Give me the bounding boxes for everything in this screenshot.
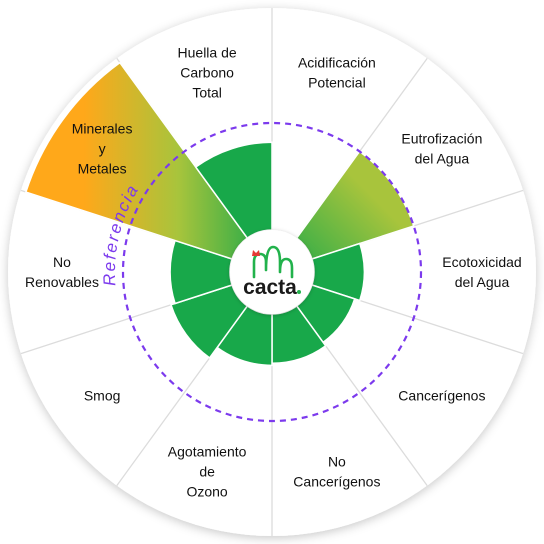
- category-label-line: Ecotoxicidad: [442, 254, 521, 270]
- flower-icon: [252, 250, 260, 256]
- cactus-icon: [252, 245, 294, 279]
- category-label: Huella de Carbono Total: [178, 44, 237, 100]
- category-label-line: Cancerígenos: [398, 387, 485, 403]
- impact-bar: [24, 61, 249, 260]
- logo-badge: [230, 230, 314, 314]
- category-label: No Renovables: [25, 254, 99, 290]
- reference-circle: [121, 121, 423, 423]
- category-labels: Acidificación Potencial Eutrofización del A…: [25, 44, 522, 499]
- category-label-line: Metales: [78, 161, 127, 177]
- category-label-line: Acidificación: [298, 54, 376, 70]
- cacta-logo: cacta: [230, 230, 314, 314]
- category-label-line: Huella de: [178, 44, 237, 60]
- category-label-line: No: [53, 254, 71, 270]
- category-label-line: Carbono: [180, 64, 234, 80]
- category-label-line: y: [99, 141, 106, 157]
- impact-bars: [24, 61, 415, 367]
- category-label: Agotamiento de Ozono: [168, 444, 247, 500]
- category-label: Cancerígenos: [398, 387, 485, 403]
- category-label-line: del Agua: [455, 274, 510, 290]
- category-label-line: No: [328, 454, 346, 470]
- logo-text: cacta: [243, 276, 297, 299]
- category-label: Minerales y Metales: [72, 121, 133, 177]
- category-label-line: del Agua: [415, 151, 470, 167]
- category-label-line: Minerales: [72, 121, 133, 137]
- category-label: Acidificación Potencial: [298, 54, 376, 90]
- category-label-line: Ozono: [186, 484, 227, 500]
- category-label: Smog: [84, 387, 121, 403]
- logo-dot: [297, 290, 301, 294]
- category-label: No Cancerígenos: [293, 454, 380, 490]
- category-label-line: de: [199, 464, 215, 480]
- category-label-line: Agotamiento: [168, 444, 247, 460]
- category-label-line: Total: [192, 84, 222, 100]
- category-label-line: Potencial: [308, 74, 366, 90]
- category-label: Eutrofización del Agua: [401, 131, 482, 167]
- category-label: Ecotoxicidad del Agua: [442, 254, 521, 290]
- category-label-line: Cancerígenos: [293, 474, 380, 490]
- category-label-line: Renovables: [25, 274, 99, 290]
- category-label-line: Smog: [84, 387, 121, 403]
- category-label-line: Eutrofización: [401, 131, 482, 147]
